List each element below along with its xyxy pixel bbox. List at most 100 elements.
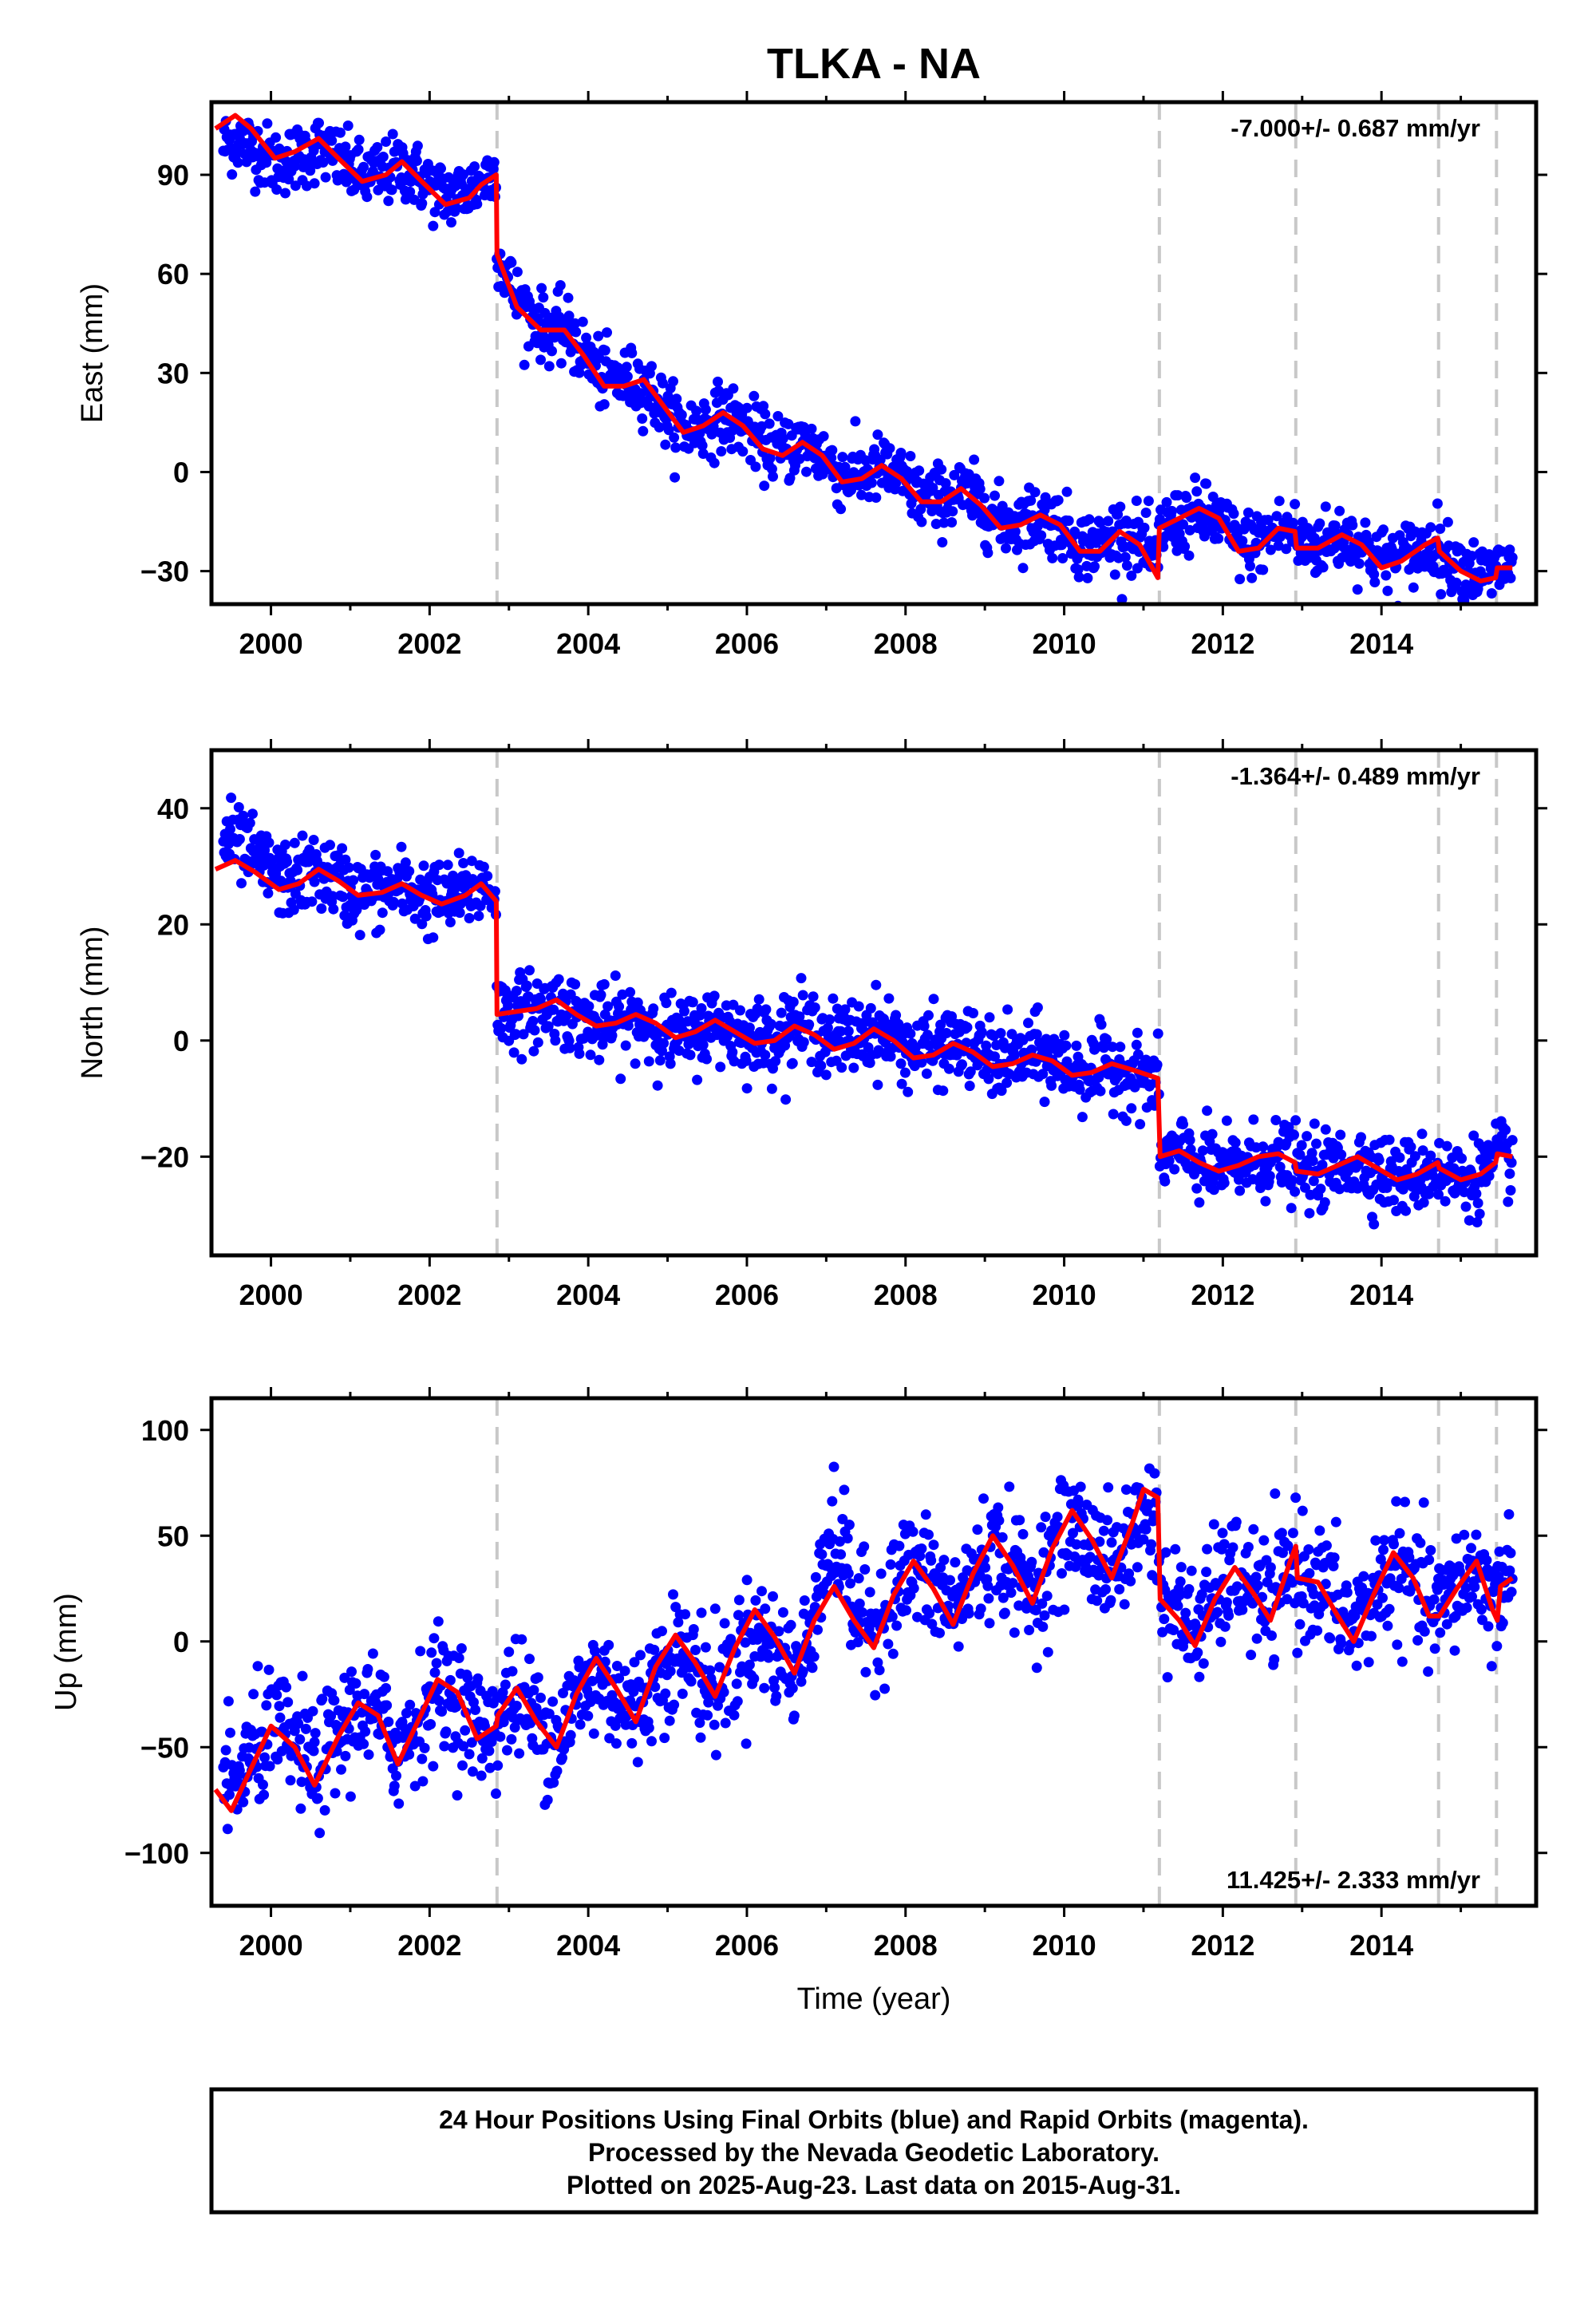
position-point <box>1262 515 1274 525</box>
position-point <box>763 1652 774 1663</box>
position-point <box>1369 577 1381 587</box>
position-point <box>1163 1155 1175 1166</box>
position-point <box>238 1796 249 1808</box>
position-point <box>1172 1600 1183 1611</box>
position-point <box>374 924 385 935</box>
position-point <box>1314 518 1325 529</box>
position-point <box>1321 1540 1332 1551</box>
position-point <box>511 1701 522 1711</box>
position-point <box>280 188 290 199</box>
position-point <box>510 1029 521 1040</box>
position-point <box>234 834 245 844</box>
position-point <box>464 913 475 923</box>
position-point <box>836 1549 847 1560</box>
position-point <box>1303 1544 1314 1555</box>
position-point <box>433 1616 444 1627</box>
position-point <box>1409 1151 1420 1162</box>
position-point <box>643 1722 654 1733</box>
position-point <box>1168 1625 1179 1635</box>
position-point <box>1466 1543 1476 1554</box>
position-point <box>1506 1157 1517 1168</box>
position-point <box>453 1653 464 1663</box>
position-point <box>1032 520 1043 532</box>
position-point <box>1505 572 1516 583</box>
position-point <box>1373 1155 1385 1166</box>
position-point <box>875 1568 887 1579</box>
position-point <box>431 1658 442 1669</box>
position-point <box>1192 1647 1203 1658</box>
position-point <box>1207 1128 1218 1140</box>
position-point <box>920 1509 931 1520</box>
position-point <box>884 443 895 454</box>
position-point <box>383 196 394 207</box>
position-point <box>308 835 319 845</box>
position-point <box>417 1753 428 1765</box>
position-point <box>765 1018 776 1030</box>
position-point <box>282 1697 294 1708</box>
position-point <box>603 1639 614 1650</box>
position-point <box>378 1671 389 1682</box>
position-point <box>1400 1496 1410 1508</box>
position-point <box>472 1673 484 1684</box>
position-point <box>296 1777 307 1788</box>
position-point <box>839 1484 850 1496</box>
position-point <box>937 537 948 547</box>
position-point <box>593 330 604 342</box>
position-point <box>226 792 237 804</box>
position-point <box>1400 1205 1412 1216</box>
position-point <box>1126 1103 1137 1114</box>
position-point <box>665 1058 676 1069</box>
position-point <box>994 476 1005 487</box>
position-point <box>615 1073 626 1085</box>
position-point <box>338 891 349 903</box>
position-point <box>787 1682 798 1694</box>
position-point <box>1105 1595 1116 1606</box>
position-point <box>446 217 456 228</box>
position-point <box>425 1719 437 1729</box>
position-point <box>694 1717 705 1729</box>
position-point <box>1174 1590 1185 1601</box>
position-point <box>1217 1528 1228 1539</box>
position-point <box>946 517 958 528</box>
position-point <box>685 1049 696 1061</box>
y-tick-label: −100 <box>124 1837 189 1870</box>
position-point <box>1260 1196 1271 1207</box>
y-tick-label: −50 <box>140 1731 189 1764</box>
position-point <box>1419 1626 1430 1637</box>
position-point <box>696 1607 707 1618</box>
position-point <box>1098 1525 1109 1536</box>
position-point <box>564 1042 575 1053</box>
position-point <box>1428 1594 1440 1605</box>
position-point <box>325 840 335 851</box>
daily-positions <box>218 1461 1518 1839</box>
position-point <box>758 401 769 412</box>
position-point <box>1212 1607 1223 1618</box>
position-point <box>895 448 907 458</box>
position-point <box>875 454 886 465</box>
position-point <box>857 1607 867 1618</box>
position-point <box>1107 1041 1118 1053</box>
position-point <box>705 1665 716 1676</box>
position-point <box>836 1026 847 1037</box>
position-point <box>297 830 308 841</box>
position-point <box>595 990 606 1001</box>
position-point <box>916 1057 927 1068</box>
position-point <box>629 1657 640 1668</box>
position-point <box>836 1062 847 1073</box>
position-point <box>1483 1621 1494 1632</box>
position-point <box>1351 1660 1362 1671</box>
position-point <box>484 1745 495 1757</box>
position-point <box>1467 1591 1477 1603</box>
position-point <box>1002 1004 1013 1015</box>
position-point <box>923 1529 934 1540</box>
position-point <box>796 1676 807 1687</box>
position-point <box>685 1676 697 1687</box>
position-point <box>500 1679 511 1690</box>
position-point <box>1486 1661 1497 1672</box>
position-point <box>1382 1620 1393 1631</box>
position-point <box>1435 524 1446 534</box>
position-point <box>1061 1040 1072 1051</box>
position-point <box>381 136 392 147</box>
position-point <box>654 421 665 433</box>
position-point <box>377 907 388 919</box>
